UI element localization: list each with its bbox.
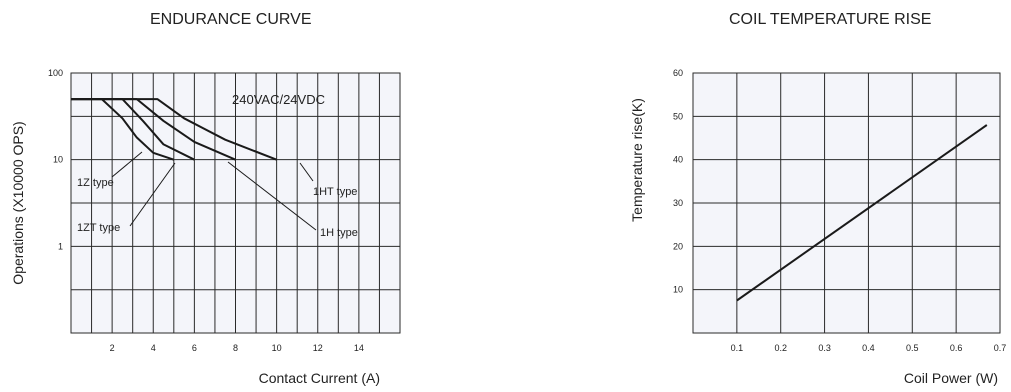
x-tick-label: 6: [192, 343, 197, 353]
y-tick-label: 40: [673, 155, 683, 165]
x-tick-label: 0.5: [906, 343, 919, 353]
y-axis-label: Operations (X10000 OPS): [10, 121, 26, 284]
leader-line: [299, 162, 314, 182]
x-tick-label: 0.6: [950, 343, 963, 353]
x-tick-label: 0.2: [774, 343, 787, 353]
condition-annotation: 240VAC/24VDC: [232, 92, 325, 107]
leader-line: [227, 161, 317, 231]
series-line: [71, 98, 277, 161]
x-tick-label: 8: [233, 343, 238, 353]
series-label: 1HT type: [313, 186, 357, 198]
x-tick-label: 0.1: [731, 343, 744, 353]
y-tick-label: 30: [673, 198, 683, 208]
x-tick-label: 2: [110, 343, 115, 353]
leader-line: [111, 151, 143, 178]
y-tick-label: 20: [673, 241, 683, 251]
chart-title: ENDURANCE CURVE: [150, 11, 312, 28]
leader-line: [129, 162, 176, 227]
x-tick-label: 0.4: [862, 343, 875, 353]
y-axis-label: Temperature rise(K): [629, 98, 645, 222]
series-label: 1ZT type: [77, 222, 120, 234]
x-tick-label: 0.7: [994, 343, 1007, 353]
x-tick-label: 12: [313, 343, 323, 353]
chart-title: COIL TEMPERATURE RISE: [729, 11, 932, 28]
series-label: 1H type: [320, 227, 358, 239]
x-axis-label: Coil Power (W): [904, 370, 998, 386]
y-tick-label: 100: [48, 68, 63, 78]
series-label: 1Z type: [77, 177, 114, 189]
series-line: [736, 124, 988, 302]
x-tick-label: 4: [151, 343, 156, 353]
y-tick-label: 10: [53, 155, 63, 165]
y-tick-label: 50: [673, 111, 683, 121]
y-tick-label: 10: [673, 285, 683, 295]
y-tick-label: 60: [673, 68, 683, 78]
x-tick-label: 10: [272, 343, 282, 353]
x-tick-label: 14: [354, 343, 364, 353]
x-tick-label: 0.3: [818, 343, 831, 353]
x-axis-label: Contact Current (A): [259, 370, 380, 386]
y-tick-label: 1: [58, 241, 63, 251]
